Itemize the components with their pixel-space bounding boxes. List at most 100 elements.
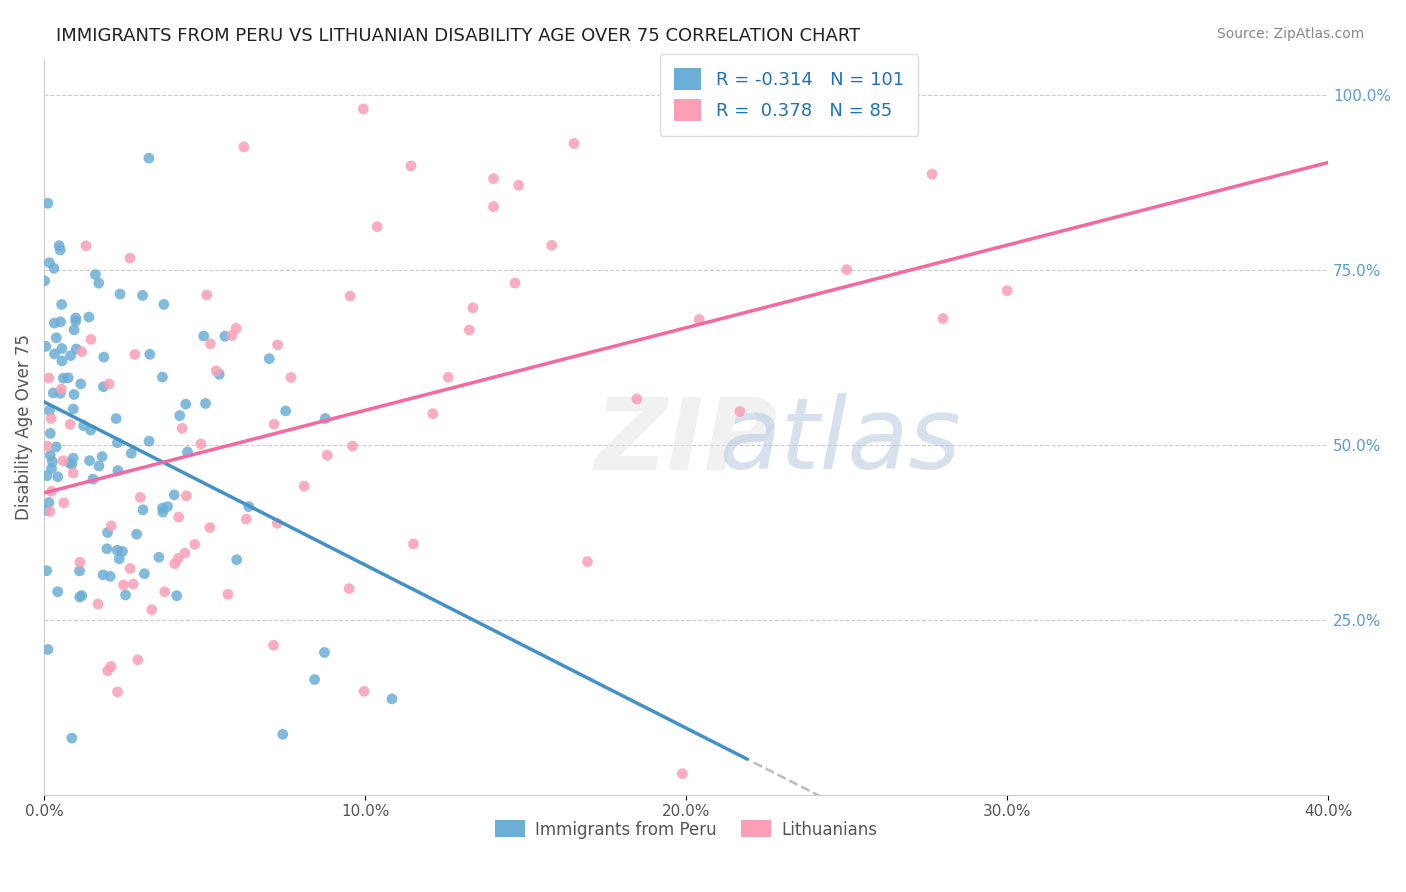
Point [122,577,145,591]
Point [98,569,121,583]
Point [221,328,243,343]
Point [138,151,160,165]
Point [339,289,361,303]
Point [184,537,207,551]
Point [728,404,751,418]
Point [152,505,174,519]
Point [921,167,943,181]
Point [59,417,82,432]
Point [163,488,186,502]
Point [35,339,58,353]
Text: Source: ZipAtlas.com: Source: ZipAtlas.com [1216,27,1364,41]
Point [65,314,87,328]
Point [37,196,59,211]
Point [314,645,336,659]
Point [65,342,87,356]
Point [225,552,247,566]
Point [114,588,136,602]
Point [37,642,59,657]
Point [266,516,288,531]
Point [141,603,163,617]
Point [58,456,80,470]
Point [127,653,149,667]
Point [49,315,72,329]
Point [271,727,294,741]
Point [352,102,374,116]
Point [194,396,217,410]
Point [59,349,82,363]
Point [51,297,73,311]
Point [62,451,84,466]
Point [75,239,97,253]
Point [174,397,197,411]
Point [42,261,65,276]
Point [337,582,360,596]
Point [153,584,176,599]
Point [72,418,94,433]
Point [56,371,79,385]
Point [62,401,84,416]
Point [39,411,62,425]
Point [108,551,131,566]
Point [97,525,120,540]
Point [105,435,128,450]
Point [97,664,120,678]
Point [152,501,174,516]
Point [38,495,60,509]
Point [576,555,599,569]
Point [38,403,60,417]
Point [508,178,530,193]
Point [69,590,91,604]
Point [314,411,336,425]
Point [482,200,505,214]
Point [51,382,73,396]
Point [152,370,174,384]
Point [62,466,84,480]
Point [163,557,186,571]
Point [235,512,257,526]
Point [437,370,460,384]
Point [51,342,73,356]
Point [60,731,83,745]
Point [100,519,122,533]
Point [63,323,86,337]
Point [35,468,58,483]
Point [93,350,115,364]
Text: IMMIGRANTS FROM PERU VS LITHUANIAN DISABILITY AGE OVER 75 CORRELATION CHART: IMMIGRANTS FROM PERU VS LITHUANIAN DISAB… [56,27,860,45]
Point [107,685,129,699]
Point [70,344,93,359]
Point [167,551,190,566]
Point [995,284,1018,298]
Point [70,589,93,603]
Point [274,404,297,418]
Point [176,445,198,459]
Point [132,503,155,517]
Point [562,136,585,151]
Point [671,766,693,780]
Point [198,520,221,534]
Point [170,421,193,435]
Point [932,311,955,326]
Point [41,484,63,499]
Point [193,329,215,343]
Point [39,426,62,441]
Point [91,567,114,582]
Point [131,288,153,302]
Point [208,368,231,382]
Point [134,566,156,581]
Point [120,561,142,575]
Point [205,364,228,378]
Point [422,407,444,421]
Point [173,546,195,560]
Y-axis label: Disability Age Over 75: Disability Age Over 75 [15,334,32,520]
Point [41,461,63,475]
Point [65,310,87,325]
Point [148,550,170,565]
Point [214,329,236,343]
Point [34,274,56,288]
Point [77,310,100,324]
Point [46,469,69,483]
Point [93,379,115,393]
Point [79,423,101,437]
Point [292,479,315,493]
